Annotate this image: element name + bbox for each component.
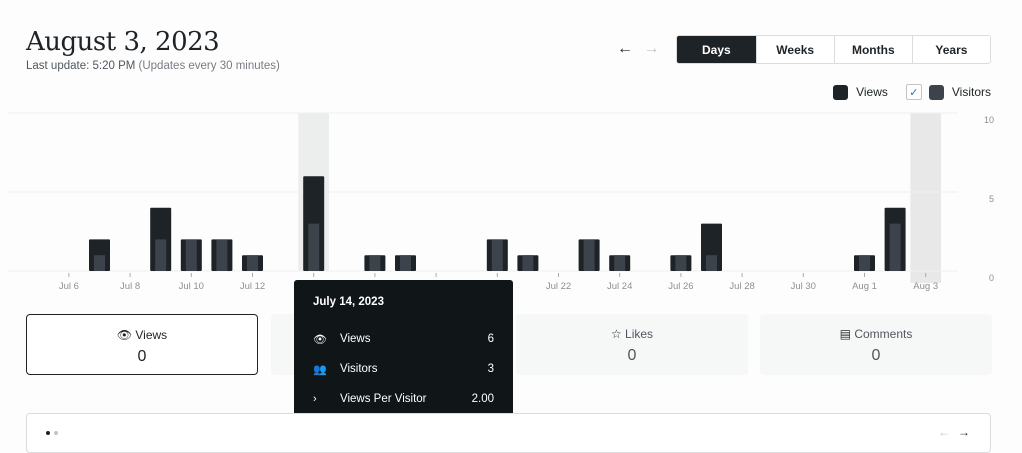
panel-prev-button[interactable]: ←	[938, 425, 950, 439]
chevron-right-icon: ›	[313, 393, 317, 405]
card-label: Views	[135, 328, 168, 342]
visitors-bar	[491, 239, 503, 271]
stat-card-views[interactable]: 👁 Views 0	[26, 314, 258, 375]
visitors-bar	[614, 255, 626, 271]
tooltip-label: Views Per Visitor	[340, 393, 427, 405]
eye-icon: 👁	[116, 328, 133, 342]
highlight-column	[910, 113, 941, 283]
card-value: 0	[137, 348, 147, 365]
panel-next-button[interactable]: →	[958, 425, 970, 439]
y-tick-label: 0	[989, 273, 994, 283]
tooltip-value: 3	[487, 363, 494, 375]
card-label: Likes	[625, 327, 654, 341]
check-icon: ✓	[909, 86, 919, 99]
next-period-button[interactable]: →	[643, 40, 660, 57]
x-tick-label: Jul 28	[729, 281, 754, 292]
x-tick-label: Jul 24	[607, 281, 632, 292]
pagination-dots[interactable]	[46, 431, 58, 435]
visitors-bar	[706, 255, 717, 271]
period-selector: Days Weeks Months Years	[676, 35, 991, 64]
x-tick-label: Jul 8	[120, 281, 140, 292]
previous-period-button[interactable]: ←	[617, 40, 633, 57]
update-note: (Updates every 30 minutes)	[138, 60, 280, 72]
x-tick-label: Jul 10	[179, 281, 204, 292]
tooltip-row-visitors: 👥 Visitors 3	[313, 354, 494, 384]
x-tick-label: Jul 30	[791, 281, 816, 292]
tab-weeks[interactable]: Weeks	[755, 36, 834, 63]
visitors-bar	[369, 255, 381, 271]
y-tick-label: 10	[984, 115, 994, 125]
tooltip-row-views: 👁 Views 6	[313, 324, 494, 354]
x-tick-label: Jul 6	[59, 281, 79, 292]
people-icon: 👥	[313, 363, 327, 376]
stat-card-comments[interactable]: ▤ Comments 0	[760, 314, 992, 375]
visitors-bar	[522, 255, 534, 271]
x-tick-label: Jul 12	[240, 281, 265, 292]
tooltip-date: July 14, 2023	[313, 296, 384, 308]
page-title: August 3, 2023	[26, 27, 220, 57]
visitors-bar	[675, 255, 687, 271]
tab-years[interactable]: Years	[911, 36, 990, 63]
tooltip-label: Views	[340, 333, 371, 345]
x-tick-label: Jul 26	[668, 281, 693, 292]
visitors-bar	[94, 255, 105, 271]
visitors-bar	[185, 239, 197, 271]
stat-card-likes[interactable]: ☆ Likes 0	[516, 314, 748, 375]
tab-months[interactable]: Months	[833, 36, 912, 63]
x-tick-label: Aug 1	[852, 281, 877, 292]
last-update: Last update: 5:20 PM (Updates every 30 m…	[26, 60, 280, 72]
card-value: 0	[871, 347, 881, 364]
visitors-bar	[155, 239, 167, 271]
visitors-bar	[247, 255, 258, 271]
visitors-bar	[308, 223, 320, 271]
visitors-bar	[583, 239, 595, 271]
legend-visitors: Visitors	[951, 85, 991, 99]
comment-icon: ▤	[839, 327, 851, 341]
period-nav: ← →	[617, 40, 665, 58]
star-icon: ☆	[610, 327, 622, 341]
y-tick-label: 5	[989, 194, 994, 204]
chart-tooltip: July 14, 2023 👁 Views 6 👥 Visitors 3 › Views …	[294, 280, 513, 416]
card-label: Comments	[854, 327, 913, 341]
visitors-bar	[859, 255, 870, 271]
visitors-bar	[216, 239, 228, 271]
tooltip-label: Visitors	[340, 363, 378, 375]
visitors-bar	[400, 255, 411, 271]
tooltip-value: 2.00	[471, 393, 494, 405]
tooltip-row-views-per-visitor: › Views Per Visitor 2.00	[313, 384, 494, 414]
visitors-bar	[889, 223, 901, 271]
legend-views: Views	[856, 85, 888, 99]
visitors-checkbox[interactable]: ✓	[905, 84, 922, 100]
tooltip-value: 6	[487, 333, 494, 345]
x-tick-label: Aug 3	[913, 281, 938, 292]
chart-legend: Views ✓ Visitors	[833, 84, 991, 100]
highlights-panel: ← →	[26, 413, 991, 453]
eye-icon: 👁	[313, 333, 327, 346]
x-tick-label: Jul 22	[546, 281, 571, 292]
visitors-swatch	[928, 84, 944, 100]
views-swatch	[833, 84, 849, 100]
last-update-time: Last update: 5:20 PM	[26, 60, 136, 72]
tab-days[interactable]: Days	[677, 36, 756, 63]
card-value: 0	[627, 347, 637, 364]
